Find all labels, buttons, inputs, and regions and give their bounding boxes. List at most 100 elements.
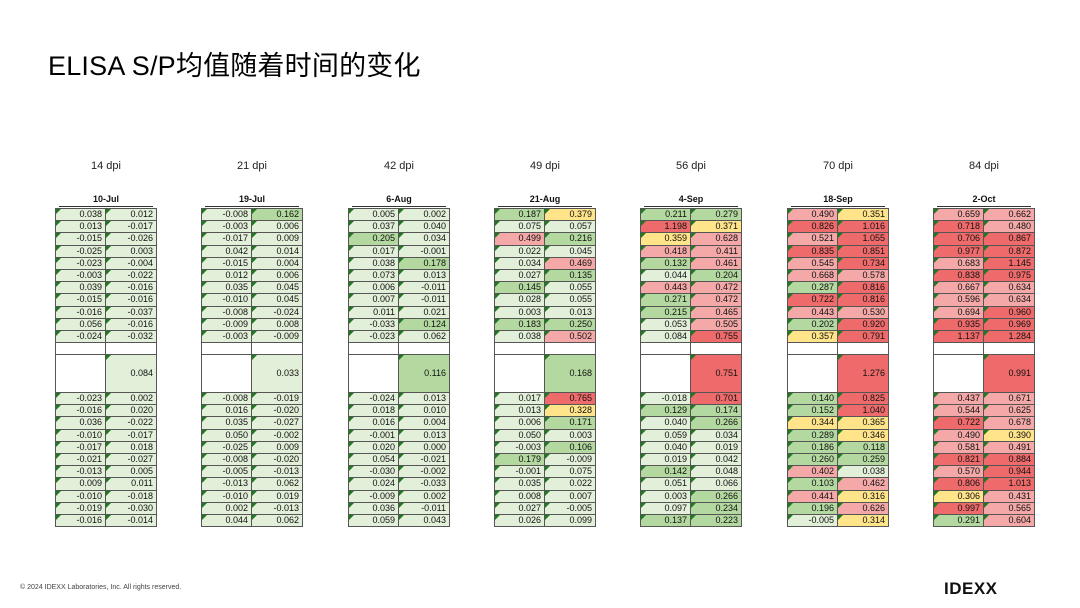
dpi-label: 84 dpi [969,160,999,172]
table-row: 0.344 0.365 [787,417,889,430]
sp-value-cell: 0.012 [201,269,252,283]
sp-value-cell: 0.145 [494,282,545,295]
sp-value-cell: 0.026 [494,514,545,528]
sp-value-cell: 0.530 [838,306,889,319]
sp-value-cell: 1.013 [984,478,1035,491]
sp-value-cell: -0.030 [106,502,157,515]
mean-row: 0.084 [55,355,157,394]
sp-value-cell: 0.059 [640,429,691,442]
sp-value-cell: 0.196 [787,502,838,515]
sp-value-cell: -0.014 [106,514,157,528]
sp-value-cell: 0.250 [545,318,596,331]
sp-value-cell: 0.042 [691,454,742,467]
sp-value-cell: -0.002 [252,429,303,442]
table-row: 0.016 0.004 [348,417,450,430]
sp-value-cell: 0.944 [984,466,1035,479]
sp-value-cell: 0.009 [252,441,303,454]
table-row: 0.017 0.765 [494,393,596,406]
dpi-label: 56 dpi [676,160,706,172]
sp-value-cell: -0.016 [55,514,106,528]
table-row: 0.132 0.461 [640,257,742,270]
date-underline [205,206,299,207]
sp-value-cell: -0.026 [106,233,157,246]
dpi-label: 49 dpi [530,160,560,172]
sp-value-cell: -0.011 [399,502,450,515]
table-row: 0.103 0.462 [787,478,889,491]
sp-value-cell: 0.668 [787,269,838,283]
sp-value-cell: -0.009 [348,490,399,503]
sp-value-cell: 0.135 [545,269,596,283]
sp-value-cell: 0.851 [838,245,889,258]
sp-value-cell: 0.038 [838,466,889,479]
sp-value-cell: 0.006 [494,417,545,430]
table-row: 0.051 0.066 [640,478,742,491]
blank-cell [933,343,984,356]
blank-cell [348,343,399,356]
sp-value-cell: 0.266 [691,417,742,430]
table-row: 0.056 -0.016 [55,318,157,331]
table-row: -0.010 -0.017 [55,429,157,442]
date-underline [644,206,738,207]
table-row: 0.443 0.530 [787,306,889,319]
sp-value-cell: 0.075 [545,466,596,479]
sp-value-cell: 0.013 [399,269,450,283]
blank-cell [640,343,691,356]
sp-value-cell: 0.055 [545,294,596,307]
sp-value-cell: -0.025 [201,441,252,454]
sp-value-cell: 0.469 [545,257,596,270]
sp-value-cell: -0.037 [106,306,157,319]
mean-row: 0.991 [933,355,1035,394]
table-row: 0.036 -0.011 [348,502,450,515]
sp-value-cell: 0.234 [691,502,742,515]
table-row: 0.039 -0.016 [55,282,157,295]
sp-value-cell: 0.357 [787,330,838,344]
sp-value-cell: 0.097 [640,502,691,515]
sp-value-cell: 0.205 [348,233,399,246]
sp-value-cell: 0.186 [787,441,838,454]
blank-cell [640,355,691,394]
copyright-footer: © 2024 IDEXX Laboratories, Inc. All righ… [20,584,182,591]
table-row: 0.183 0.250 [494,318,596,331]
table-row: 0.016 -0.020 [201,405,303,418]
table-row: 0.418 0.411 [640,245,742,258]
sp-value-cell: 0.099 [545,514,596,528]
table-row: 0.196 0.626 [787,502,889,515]
sp-table: 0.211 0.279 1.198 0.371 0.359 0.628 0.418 0.411… [640,208,742,528]
sp-value-cell: 0.002 [106,393,157,406]
sp-value-cell: 0.066 [691,478,742,491]
blank-row [640,343,742,356]
sp-value-cell: 0.975 [984,269,1035,283]
sp-value-cell: 0.008 [494,490,545,503]
sp-value-cell: 0.012 [106,209,157,222]
table-row: -0.013 0.062 [201,478,303,491]
table-row: 0.215 0.465 [640,306,742,319]
blank-cell [691,343,742,356]
sp-value-cell: 0.039 [55,282,106,295]
table-row: 0.205 0.034 [348,233,450,246]
sp-value-cell: 0.505 [691,318,742,331]
sp-value-cell: -0.001 [494,466,545,479]
sp-value-cell: 0.003 [106,245,157,258]
sp-table: -0.008 0.162 -0.003 0.006 -0.017 0.009 0.042 0.… [201,208,303,528]
sp-value-cell: 0.004 [252,257,303,270]
date-header: 4-Sep [678,194,704,204]
sp-value-cell: 0.344 [787,417,838,430]
table-row: 0.050 -0.002 [201,429,303,442]
sp-value-cell: 0.461 [691,257,742,270]
sp-value-cell: 0.132 [640,257,691,270]
sp-value-cell: 0.022 [494,245,545,258]
sp-value-cell: 0.279 [691,209,742,222]
sp-value-cell: 0.187 [494,209,545,222]
sp-value-cell: -0.013 [201,478,252,491]
table-row: 0.935 0.969 [933,318,1035,331]
table-row: -0.009 0.002 [348,490,450,503]
table-row: 0.722 0.678 [933,417,1035,430]
sp-value-cell: 0.003 [494,306,545,319]
table-row: 0.306 0.431 [933,490,1035,503]
sp-value-cell: 0.291 [933,514,984,528]
table-row: 0.026 0.099 [494,514,596,528]
sp-value-cell: 0.140 [787,393,838,406]
sp-value-cell: -0.015 [55,233,106,246]
sp-value-cell: 0.043 [399,514,450,528]
sp-value-cell: 0.013 [55,221,106,234]
